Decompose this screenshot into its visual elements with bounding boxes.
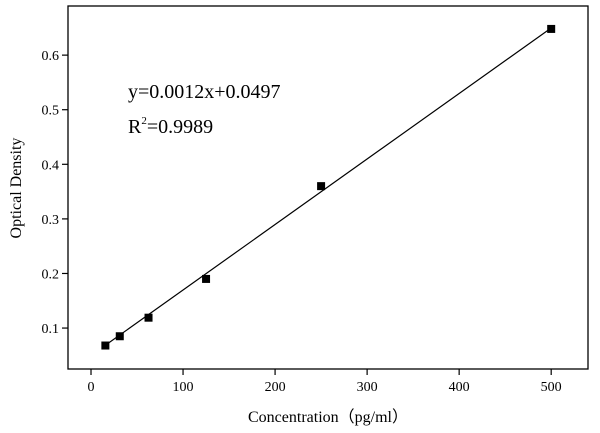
y-tick-label: 0.5: [42, 104, 60, 119]
x-tick-label: 200: [265, 380, 286, 395]
data-point: [115, 332, 124, 341]
y-tick-label: 0.2: [42, 267, 60, 282]
regression-line: [105, 27, 552, 346]
data-point: [317, 182, 326, 191]
r-squared-base: R: [128, 116, 142, 138]
data-point: [101, 341, 110, 350]
x-tick-label: 500: [541, 380, 562, 395]
x-tick-label: 400: [449, 380, 470, 395]
x-axis-ticks: 0 100 200 300 400 500: [88, 369, 562, 395]
x-axis-title: Concentration（pg/ml）: [248, 408, 408, 426]
plot-frame: [67, 5, 589, 370]
data-point: [547, 24, 556, 33]
y-tick-label: 0.3: [42, 213, 60, 228]
y-axis-ticks: 0.1 0.2 0.3 0.4 0.5 0.6: [42, 49, 68, 337]
x-tick-label: 0: [88, 380, 95, 395]
y-axis-title: Optical Density: [8, 138, 25, 239]
data-point: [144, 313, 153, 322]
equation-label: y=0.0012x+0.0497: [128, 81, 281, 103]
r-squared-value: =0.9989: [147, 116, 213, 138]
x-tick-label: 100: [173, 380, 194, 395]
data-point: [202, 274, 211, 283]
x-tick-label: 300: [357, 380, 378, 395]
data-points: [101, 24, 556, 350]
y-tick-label: 0.1: [42, 322, 60, 337]
y-tick-label: 0.6: [42, 49, 60, 64]
r-squared-label: R2=0.9989: [128, 115, 213, 138]
y-tick-label: 0.4: [42, 158, 60, 173]
r-squared-superscript: 2: [141, 115, 147, 127]
